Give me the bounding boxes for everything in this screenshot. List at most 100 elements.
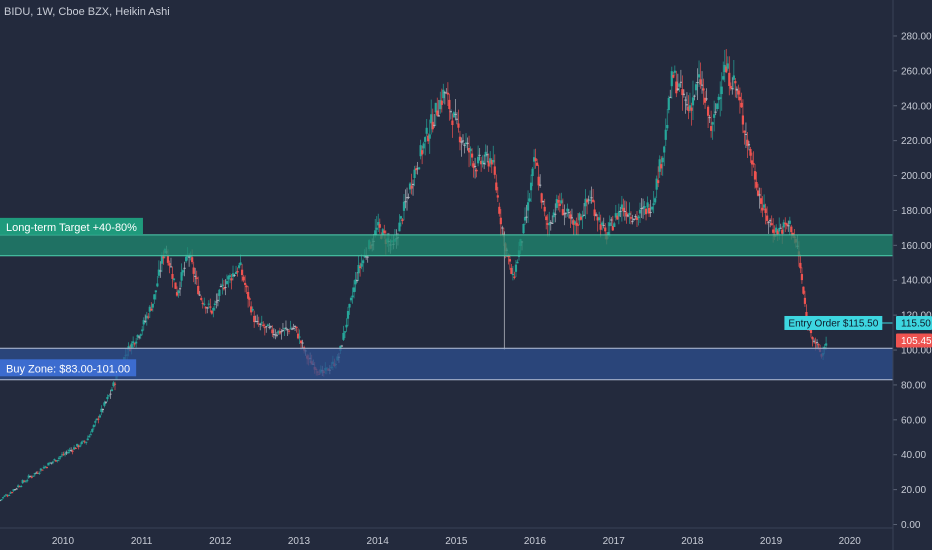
candle-body — [492, 159, 495, 163]
candle-body — [513, 276, 516, 278]
candle-body — [598, 217, 601, 221]
candle-body — [222, 287, 226, 290]
candle-body — [728, 72, 731, 86]
candle-body — [295, 326, 298, 328]
candle-body — [284, 327, 288, 329]
candle-body — [678, 83, 681, 87]
candle-body — [548, 222, 551, 226]
candle-body — [473, 165, 477, 167]
candle-body — [135, 341, 138, 344]
candle-body — [493, 166, 496, 175]
candle-body — [56, 459, 59, 461]
candle-body — [185, 256, 188, 262]
candle-body — [778, 228, 781, 232]
candle-body — [457, 123, 460, 128]
candle-body — [183, 267, 186, 269]
candle-body — [76, 443, 79, 447]
y-tick-label: 40.00 — [901, 450, 926, 461]
candle-body — [753, 171, 757, 180]
price-axis[interactable]: 0.0020.0040.0060.0080.00100.00120.00140.… — [892, 0, 932, 550]
candle-body — [103, 402, 106, 406]
candle-body — [113, 383, 117, 385]
candle-body — [157, 269, 160, 276]
candle-body — [421, 150, 424, 155]
y-tick-label: 280.00 — [901, 31, 932, 42]
candle-body — [687, 106, 690, 111]
time-axis[interactable]: 2010 2011 2012 2013 2014 2015 2016 2017 2018 2019… — [0, 527, 893, 547]
candle-body — [641, 207, 645, 209]
candle-body — [631, 221, 634, 223]
candle-body — [209, 306, 212, 308]
candle-body — [349, 297, 353, 301]
candle-body — [675, 81, 678, 94]
candle-body — [560, 200, 563, 204]
candle-body — [558, 203, 561, 207]
candle-body — [292, 327, 295, 329]
candle-body — [20, 486, 23, 488]
candle-body — [192, 267, 195, 274]
candle-body — [47, 462, 50, 466]
candle-body — [699, 79, 702, 85]
candle-body — [552, 212, 555, 218]
candle-body — [616, 215, 619, 220]
candle-body — [707, 106, 710, 116]
candle-body — [608, 222, 611, 227]
candle-body — [109, 393, 112, 395]
candle-body — [212, 308, 215, 311]
candle-body — [407, 196, 410, 198]
candle-body — [617, 211, 620, 217]
candle-body — [437, 115, 440, 117]
candle-body — [740, 102, 743, 108]
candle-body — [766, 215, 769, 221]
candle-body — [271, 329, 274, 334]
candle-body — [260, 322, 263, 324]
candle-body — [200, 297, 203, 300]
candle-body — [694, 84, 698, 91]
candle-body — [578, 213, 581, 221]
candle-body — [611, 225, 614, 231]
candle-body — [637, 216, 640, 219]
candle-body — [88, 435, 91, 438]
candle-body — [455, 118, 459, 120]
candle-body — [156, 283, 159, 287]
candle-body — [467, 147, 471, 153]
candle-body — [348, 303, 351, 308]
candle-body — [414, 168, 418, 171]
candle-body — [62, 454, 65, 456]
candle-body — [86, 438, 89, 441]
candle-body — [803, 297, 807, 304]
candle-body — [442, 89, 445, 99]
x-tick-label: 2010 — [52, 536, 75, 547]
candle-body — [593, 209, 596, 216]
candle-body — [171, 273, 174, 279]
candle-body — [703, 97, 707, 103]
candle-body — [734, 81, 737, 84]
candle-body — [737, 90, 740, 95]
candle-body — [445, 92, 448, 94]
candle-body — [263, 327, 266, 329]
candle-body — [259, 323, 262, 325]
candle-body — [70, 449, 73, 451]
candle-body — [239, 262, 242, 265]
candle-body — [536, 162, 539, 166]
candle-body — [68, 449, 71, 452]
candle-body — [0, 500, 2, 502]
candle-body — [9, 492, 12, 494]
candle-body — [289, 328, 292, 330]
candle-body — [366, 256, 369, 258]
candle-body — [434, 102, 437, 113]
candle-body — [710, 126, 713, 131]
overlay-layer: Long-term Target +40-80% Buy Zone: $83.00… — [0, 217, 893, 377]
candle-body — [461, 140, 465, 142]
candle-body — [144, 320, 147, 322]
candle-body — [24, 481, 27, 483]
candle-body — [194, 275, 197, 277]
candle-body — [424, 137, 427, 142]
candle-body — [717, 96, 720, 101]
candle-body — [784, 222, 787, 225]
x-tick-label: 2011 — [131, 536, 153, 547]
candle-body — [522, 223, 525, 234]
x-tick-label: 2019 — [760, 536, 783, 547]
